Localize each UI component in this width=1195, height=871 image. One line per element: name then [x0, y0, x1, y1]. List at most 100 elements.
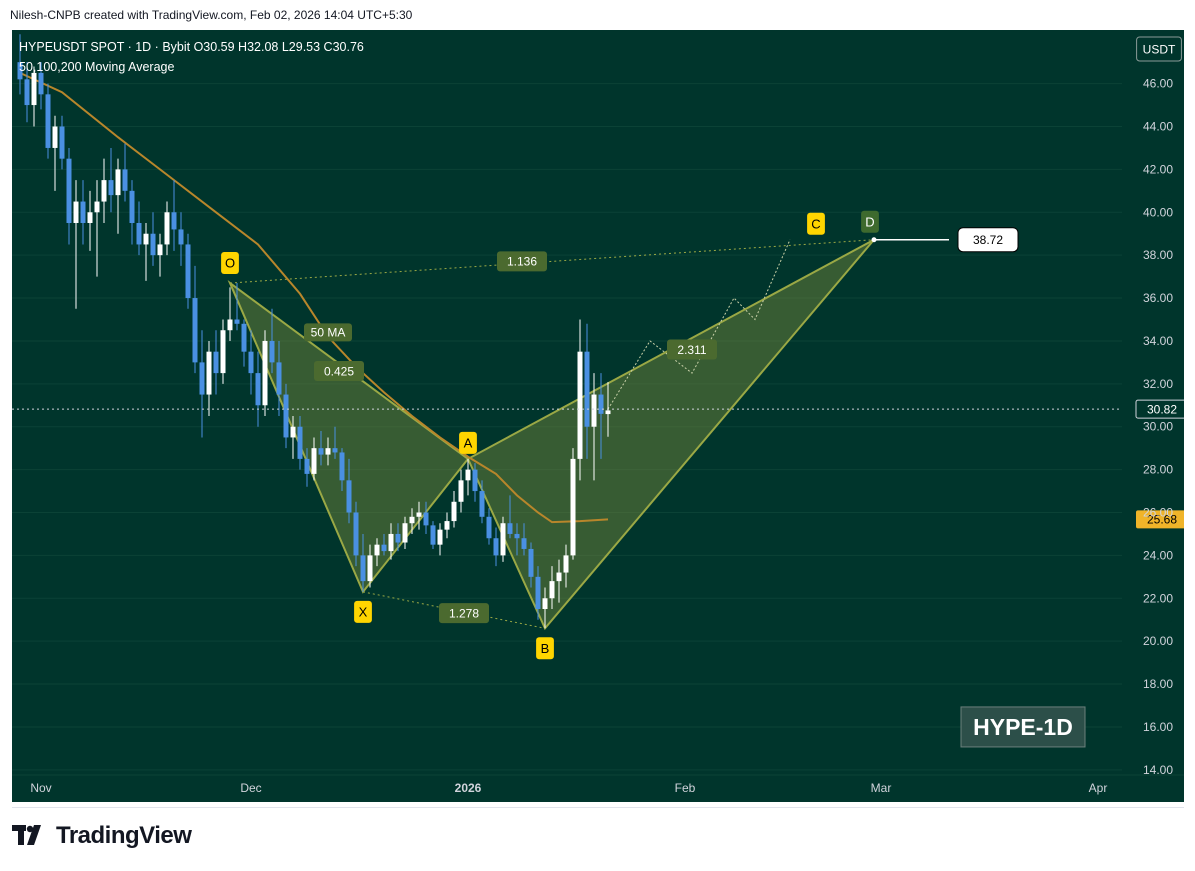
candle-body	[605, 410, 611, 415]
candle-body	[108, 180, 114, 196]
point-label-x: X	[359, 605, 368, 620]
x-tick-label: Apr	[1089, 781, 1108, 795]
price-chart[interactable]: O X A B C D 1.136 0.425 1.278 2.311 50 MA 38.72 30.8…	[12, 30, 1184, 802]
candle-body	[80, 201, 86, 223]
y-tick-label: 14.00	[1143, 763, 1173, 777]
candle-body	[346, 480, 352, 513]
point-label-x-bg	[354, 600, 372, 623]
candle-body	[241, 323, 247, 352]
point-label-o: O	[225, 256, 235, 271]
candle-body	[381, 544, 387, 552]
candle-body	[185, 244, 191, 299]
time-axis: Nov Dec 2026 Feb Mar Apr	[12, 774, 1184, 795]
chart-panel[interactable]: O X A B C D 1.136 0.425 1.278 2.311 50 MA 38.72 30.8…	[12, 30, 1184, 802]
x-tick-label: Mar	[871, 781, 892, 795]
candle-body	[570, 458, 576, 556]
ma50-label-bg	[304, 323, 352, 342]
ratio-label: 1.278	[449, 606, 479, 620]
ma50-label: 50 MA	[311, 326, 346, 340]
ma50-price-badge-bg	[1136, 510, 1184, 529]
ratio-label: 2.311	[677, 343, 706, 357]
candle-body	[122, 169, 128, 191]
candle-body	[437, 529, 443, 545]
ratio-connector	[229, 239, 875, 284]
candle-body	[444, 521, 450, 530]
candle-body	[465, 469, 471, 481]
watermark-box	[960, 706, 1086, 748]
candle-body	[451, 501, 457, 522]
y-tick-label: 40.00	[1143, 205, 1173, 219]
candle-body	[255, 373, 261, 406]
ma50-price-badge: 25.68	[1147, 513, 1177, 527]
point-label-b-bg	[536, 637, 554, 660]
legend-indicator: 50,100,200 Moving Average	[19, 60, 174, 74]
ratio-label-bg	[497, 251, 547, 272]
target-dot	[871, 237, 877, 243]
point-label-a: A	[464, 436, 473, 451]
candle-body	[73, 201, 79, 223]
candle-body	[500, 523, 506, 556]
x-tick-label: 2026	[455, 781, 482, 795]
point-label-d-bg	[861, 210, 879, 233]
candle-body	[332, 448, 338, 453]
x-tick-label: Nov	[30, 781, 51, 795]
candle-body	[164, 212, 170, 245]
candle-body	[115, 169, 121, 196]
candle-body	[31, 72, 37, 106]
candle-body	[311, 448, 317, 474]
candle-body	[388, 533, 394, 552]
candle-body	[38, 72, 44, 95]
overlay: O X A B C D 1.136 0.425 1.278 2.311 50 MA 38.72 30.8…	[12, 36, 1184, 748]
candle-body	[24, 79, 30, 106]
candle-body	[521, 538, 527, 549]
price-axis: 14.00 16.00 18.00 20.00 22.00 24.00 26.00 28.00…	[1143, 77, 1173, 777]
y-tick-label: 38.00	[1143, 248, 1173, 262]
watermark-label: HYPE-1D	[973, 714, 1073, 740]
point-label-c-bg	[807, 212, 825, 235]
candle-body	[290, 426, 296, 438]
candle-body	[199, 362, 205, 395]
last-price-badge-bg	[1135, 399, 1184, 419]
candle-body	[493, 538, 499, 556]
y-tick-label: 20.00	[1143, 634, 1173, 648]
y-tick-label: 34.00	[1143, 334, 1173, 348]
candle-body	[549, 581, 555, 599]
point-label-o-bg	[221, 252, 239, 275]
candle-body	[276, 362, 282, 395]
point-label-c: C	[811, 216, 820, 231]
candle-body	[234, 319, 240, 324]
legend-symbol: HYPEUSDT SPOT · 1D · Bybit O30.59 H32.08…	[19, 40, 364, 54]
tradingview-logo-icon	[12, 825, 41, 845]
candle-body	[66, 158, 72, 223]
ratio-label: 1.136	[507, 255, 537, 269]
last-price-badge: 30.82	[1147, 402, 1177, 416]
candle-body	[248, 351, 254, 374]
moving-average	[19, 71, 609, 524]
candle-body	[283, 394, 289, 438]
candle-body	[598, 394, 604, 414]
candle-body	[101, 180, 107, 202]
y-tick-label: 46.00	[1143, 77, 1173, 91]
brand-name: TradingView	[56, 822, 192, 849]
candle-body	[262, 340, 268, 406]
candle-body	[514, 533, 520, 539]
candle-body	[374, 544, 380, 556]
candle-body	[367, 555, 373, 582]
candle-body	[59, 126, 65, 159]
candle-body	[479, 491, 485, 517]
candle-body	[94, 201, 100, 213]
candle-body	[423, 512, 429, 526]
y-tick-label: 24.00	[1143, 548, 1173, 562]
tradingview-logo[interactable]: TradingView	[12, 822, 192, 850]
candle-body	[213, 351, 219, 374]
harmonic-pattern	[227, 238, 875, 631]
ratio-label: 0.425	[324, 364, 354, 378]
currency-badge-bg	[1136, 36, 1182, 62]
candle-body	[584, 351, 590, 427]
point-label-d: D	[865, 214, 874, 229]
candle-body	[227, 319, 233, 331]
candle-body	[556, 572, 562, 582]
candle-body	[360, 555, 366, 582]
candle-body	[458, 480, 464, 502]
candle-body	[339, 452, 345, 481]
